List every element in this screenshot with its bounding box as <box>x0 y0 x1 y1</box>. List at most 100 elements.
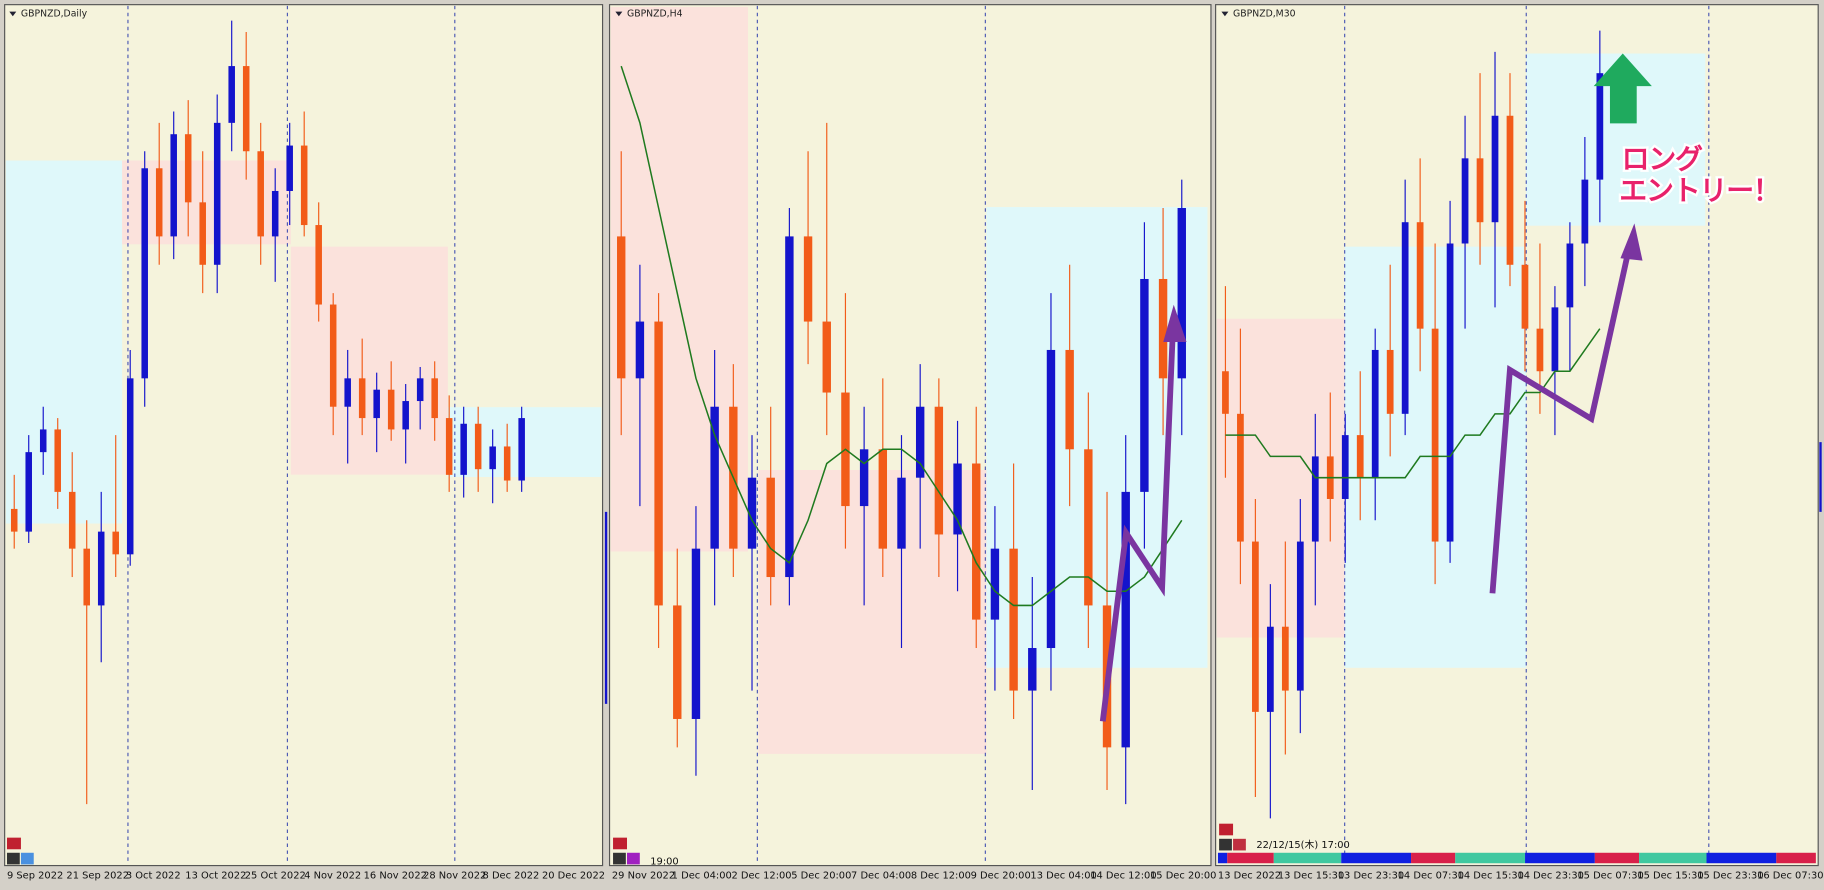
x-axis-label: 1 Dec 04:00 <box>672 870 732 881</box>
candle-body <box>1431 328 1439 542</box>
x-axis-label: 13 Dec 2022 <box>1218 870 1281 881</box>
candle-body <box>315 225 322 305</box>
candle-body <box>1356 435 1364 478</box>
candle-body <box>1551 307 1559 372</box>
x-axis-label: 13 Dec 23:30 <box>1338 870 1404 881</box>
chart-buttons[interactable] <box>6 823 1246 865</box>
candle-body <box>1446 243 1454 542</box>
candle-body <box>1461 158 1469 244</box>
x-axis-label: 9 Dec 20:00 <box>971 870 1031 881</box>
candle-body <box>1252 541 1259 712</box>
x-axis-label: 4 Nov 2022 <box>304 870 361 881</box>
candle-body <box>878 449 888 549</box>
candle-body <box>257 151 264 237</box>
candle-body <box>489 446 496 470</box>
candle-body <box>431 378 438 419</box>
candle-body <box>766 477 775 578</box>
candle-body <box>1371 349 1379 478</box>
candle-body <box>953 463 962 535</box>
candle-body <box>97 531 105 606</box>
annotation: エントリー！ <box>1619 174 1779 207</box>
candle-body <box>1140 278 1149 492</box>
x-axis-label: 3 Oct 2022 <box>126 870 181 881</box>
candle-body <box>503 446 511 481</box>
candle-body <box>1046 349 1056 649</box>
candle-body <box>654 321 663 606</box>
candle-body <box>474 423 482 470</box>
candle-body <box>785 236 794 578</box>
candle-body <box>1476 158 1484 223</box>
candle-body <box>897 477 906 549</box>
x-axis-label: 2 Dec 12:00 <box>731 870 791 881</box>
candle-body <box>1084 449 1093 606</box>
x-axis-label: 21 Sep 2022 <box>66 870 129 881</box>
x-axis-label: 15 Dec 07:30 <box>1577 870 1643 881</box>
panel-title: GBPNZD,H4 <box>627 8 683 19</box>
candle-body <box>822 321 831 393</box>
candle-body <box>1158 278 1168 379</box>
candle-body <box>915 406 925 478</box>
candle-body <box>518 418 525 481</box>
candle-body <box>1506 115 1514 265</box>
candle-body <box>1596 73 1604 180</box>
candle-body <box>617 236 626 379</box>
zone-blue <box>986 207 1208 668</box>
panel-menu-icons[interactable] <box>9 11 1229 17</box>
candle-body <box>747 477 757 549</box>
candle-body <box>184 134 192 203</box>
candle-body <box>39 429 47 453</box>
candle-body <box>1581 179 1589 244</box>
x-axis-label: 5 Dec 20:00 <box>791 870 851 881</box>
candle-body <box>1491 115 1499 223</box>
moving-average <box>620 65 1183 607</box>
panel-title: GBPNZD,Daily <box>21 8 88 19</box>
candle-body <box>1341 435 1349 499</box>
moving-average <box>1225 328 1601 479</box>
candle-body <box>1311 456 1319 542</box>
candle-body <box>635 321 645 379</box>
candle-body <box>1009 548 1018 691</box>
candle-body <box>859 449 869 507</box>
candle-body <box>213 122 221 265</box>
arrow-head <box>1163 223 1643 343</box>
candle-body <box>1222 371 1229 414</box>
candle-body <box>803 236 813 322</box>
candle-body <box>934 406 944 535</box>
x-axis-label: 8 Dec 12:00 <box>911 870 971 881</box>
candle-body <box>990 548 1000 620</box>
candle-body <box>1266 626 1274 712</box>
candle-body <box>1281 626 1289 691</box>
panel-title: GBPNZD,M30 <box>1233 8 1296 19</box>
x-axis-label: 14 Dec 12:00 <box>1090 870 1156 881</box>
zone-pink <box>610 6 748 552</box>
x-axis-label: 14 Dec 07:30 <box>1398 870 1464 881</box>
annotation: ロング <box>1622 143 1703 176</box>
candle-body <box>344 378 351 407</box>
candle-body <box>1028 648 1037 691</box>
x-axis-label: 29 Nov 2022 <box>612 870 675 881</box>
candle-body <box>1237 413 1244 542</box>
candle-body <box>141 168 148 379</box>
candle-body <box>10 508 18 532</box>
candle-body <box>126 378 134 555</box>
candle-body <box>358 378 366 419</box>
time-label: 19:00 <box>650 856 678 867</box>
candle-body <box>1386 349 1394 414</box>
trend-arrow <box>1099 249 1632 722</box>
x-axis-label: 7 Dec 04:00 <box>851 870 911 881</box>
candle-body <box>1065 349 1074 450</box>
candle-body <box>25 452 32 532</box>
candle-body <box>416 378 424 402</box>
zone-blue <box>5 160 123 524</box>
x-axis-label: 15 Dec 23:30 <box>1697 870 1763 881</box>
x-axis-label: 15 Dec 15:30 <box>1637 870 1703 881</box>
x-axis-label: 14 Dec 15:30 <box>1458 870 1524 881</box>
x-axis-label: 8 Dec 2022 <box>483 870 540 881</box>
candle-body <box>972 463 981 620</box>
candle-body <box>286 145 293 191</box>
candle-body <box>83 548 90 606</box>
x-axis-label: 15 Dec 20:00 <box>1150 870 1216 881</box>
candle-body <box>460 423 467 475</box>
candle-body <box>329 304 337 407</box>
